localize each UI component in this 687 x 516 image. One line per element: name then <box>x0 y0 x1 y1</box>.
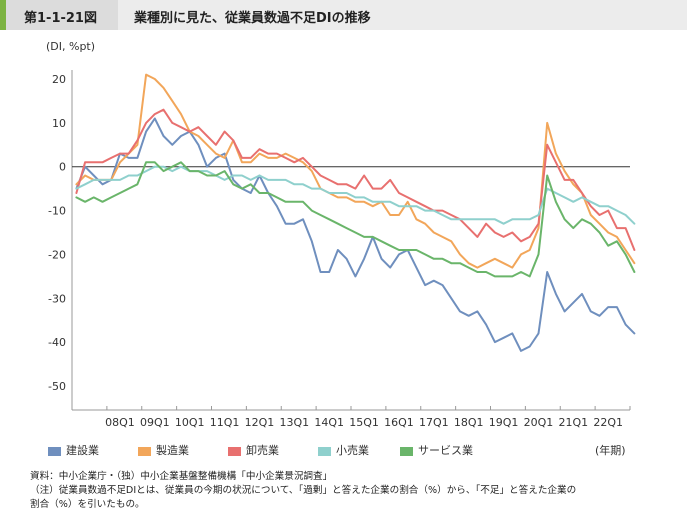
x-axis-unit: (年期) <box>595 444 626 457</box>
y-tick-label: -50 <box>48 380 66 393</box>
x-tick-label: 13Q1 <box>280 416 310 429</box>
y-tick-label: 10 <box>52 117 66 130</box>
legend-item-services: サービス業 <box>400 442 473 458</box>
x-tick-label: 21Q1 <box>559 416 589 429</box>
x-tick-label: 14Q1 <box>314 416 344 429</box>
legend-swatch-construction <box>48 446 61 456</box>
legend-label-manufacturing: 製造業 <box>156 444 189 457</box>
x-tick-label: 15Q1 <box>349 416 379 429</box>
y-tick-label: 0 <box>59 161 66 174</box>
y-tick-label: -30 <box>48 292 66 305</box>
note-definition-cont: 割合（%）を引いたもの。 <box>30 499 145 510</box>
figure-number: 第1-1-21図 <box>24 11 97 26</box>
x-tick-label: 12Q1 <box>245 416 275 429</box>
legend-swatch-services <box>400 446 413 456</box>
series-line-wholesale <box>75 108 636 251</box>
x-tick-label: 17Q1 <box>419 416 449 429</box>
legend-label-construction: 建設業 <box>66 444 99 457</box>
note-source: 資料：中小企業庁・（独）中小企業基盤整備機構「中小企業景況調査」 <box>30 471 333 482</box>
legend-item-wholesale: 卸売業 <box>228 442 279 458</box>
x-tick-label: 22Q1 <box>593 416 623 429</box>
y-tick-label: -40 <box>48 336 66 349</box>
x-tick-label: 16Q1 <box>384 416 414 429</box>
x-tick-label: 09Q1 <box>140 416 170 429</box>
legend-swatch-manufacturing <box>138 446 151 456</box>
series-line-construction <box>75 117 636 352</box>
x-tick-label: 20Q1 <box>524 416 554 429</box>
legend-label-services: サービス業 <box>418 444 473 457</box>
legend-item-manufacturing: 製造業 <box>138 442 189 458</box>
note-definition: （注）従業員数過不足DIとは、従業員の今期の状況について、「過剰」と答えた企業の… <box>30 485 577 496</box>
y-axis-unit: (DI, %pt) <box>46 40 96 53</box>
y-tick-label: 20 <box>52 73 66 86</box>
series-line-services <box>75 161 636 278</box>
figure-number-tag: 第1-1-21図 <box>0 0 118 30</box>
figure-header: 第1-1-21図 業種別に見た、従業員数過不足DIの推移 <box>0 0 687 30</box>
series-line-manufacturing <box>75 73 636 269</box>
x-tick-label: 10Q1 <box>175 416 205 429</box>
line-chart: 20 10 0 -10 -20 -30 -40 -50 08Q1 09Q1 10Q1 11Q1 12Q1… <box>48 70 636 429</box>
figure-title: 業種別に見た、従業員数過不足DIの推移 <box>134 11 371 26</box>
legend-swatch-wholesale <box>228 446 241 456</box>
legend-label-wholesale: 卸売業 <box>246 444 279 457</box>
legend-item-construction: 建設業 <box>48 442 99 458</box>
y-tick-label: -20 <box>48 248 66 261</box>
legend-item-retail: 小売業 <box>318 442 369 458</box>
legend-label-retail: 小売業 <box>336 444 369 457</box>
x-tick-label: 19Q1 <box>489 416 519 429</box>
legend-swatch-retail <box>318 446 331 456</box>
y-tick-label: -10 <box>48 205 66 218</box>
notes: 資料：中小企業庁・（独）中小企業基盤整備機構「中小企業景況調査」 （注）従業員数… <box>30 470 576 512</box>
series-line-retail <box>75 165 636 225</box>
x-tick-label: 08Q1 <box>105 416 135 429</box>
x-tick-label: 18Q1 <box>454 416 484 429</box>
x-tick-label: 11Q1 <box>210 416 240 429</box>
